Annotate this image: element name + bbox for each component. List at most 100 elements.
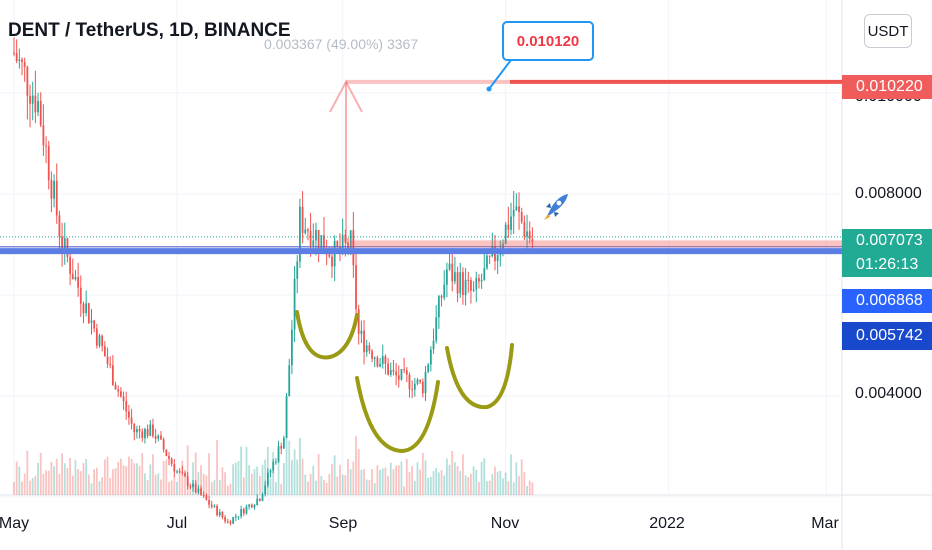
candle-body (261, 494, 264, 501)
volume-bar (328, 474, 331, 495)
candle-body (478, 278, 480, 282)
candle-body (168, 455, 170, 459)
candle-body (125, 401, 128, 412)
candle-body (392, 369, 395, 372)
candle-body (344, 234, 347, 243)
volume-bar (384, 467, 387, 495)
volume-bar (488, 480, 491, 495)
volume-bar (176, 482, 178, 495)
volume-bar (416, 462, 419, 495)
candle-body (288, 365, 291, 397)
candle-body (381, 356, 384, 364)
candle-body (277, 446, 280, 462)
volume-bar (157, 473, 160, 495)
candle-body (480, 280, 483, 282)
candle-body (363, 330, 365, 353)
candle-body (435, 317, 438, 341)
candle-body (90, 320, 93, 323)
candle-body (403, 369, 406, 371)
volume-bar (47, 470, 50, 495)
volume-bar (74, 459, 77, 495)
candle-body (31, 95, 34, 104)
volume-bar (210, 482, 213, 495)
volume-bar (282, 463, 285, 495)
volume-bar (341, 474, 344, 495)
volume-bar (29, 480, 31, 495)
right-shoulder-curve (445, 343, 514, 410)
candle-body (101, 335, 104, 347)
volume-bar (50, 461, 53, 495)
candle-body (336, 240, 339, 247)
candle-body (117, 389, 120, 392)
candle-body (448, 263, 451, 270)
candle-body (373, 357, 376, 359)
volume-bar (168, 481, 170, 495)
volume-bar (37, 462, 39, 495)
volume-bar (26, 450, 29, 495)
candle-body (192, 483, 194, 488)
candle-body (429, 349, 432, 365)
candle-body (379, 363, 381, 367)
candle-body (74, 277, 77, 280)
volume-bar (357, 449, 360, 495)
candle-body (237, 516, 240, 518)
volume-bar (451, 450, 454, 495)
volume-bar (437, 472, 440, 495)
volume-bar (130, 458, 133, 495)
volume-bar (499, 470, 502, 495)
volume-bar (224, 472, 226, 495)
candle-body (470, 280, 472, 291)
volume-bar (79, 471, 82, 495)
candle-body (154, 436, 157, 439)
volume-bar (312, 465, 315, 495)
volume-bar (494, 466, 496, 495)
candle-body (280, 446, 283, 449)
volume-bar (296, 459, 299, 495)
candle-body (152, 424, 154, 437)
price-callout[interactable]: 0.010120 (502, 21, 594, 61)
volume-bar (189, 482, 192, 495)
volume-bar (119, 458, 122, 495)
volume-bar (202, 473, 205, 495)
measure-label: 0.003367 (49.00%) 3367 (264, 36, 419, 52)
candle-body (29, 95, 31, 104)
currency-button[interactable]: USDT (864, 14, 912, 48)
candle-body (454, 272, 456, 282)
volume-bar (381, 468, 384, 495)
volume-bar (178, 470, 181, 495)
candle-body (397, 375, 400, 380)
volume-bar (432, 471, 435, 495)
rocket-icon (542, 192, 570, 227)
volume-bar (478, 482, 480, 495)
candle-body (146, 428, 149, 436)
candle-body (170, 458, 173, 464)
x-tick-label: Jul (166, 515, 188, 532)
candle-body (413, 383, 416, 390)
candle-body (526, 231, 528, 237)
y-tick-label: 0.004000 (855, 385, 922, 402)
volume-bar (45, 470, 47, 495)
candle-body (50, 180, 53, 199)
volume-bar (304, 474, 307, 495)
candle-body (312, 240, 315, 246)
volume-bar (103, 459, 106, 495)
x-tick-label: 2022 (649, 515, 685, 532)
candle-body (47, 146, 50, 181)
x-tick-label: May (0, 515, 30, 532)
candle-body (293, 278, 296, 330)
candle-body (274, 461, 277, 463)
volume-bar (66, 468, 69, 495)
chart-title: DENT / TetherUS, 1D, BINANCE (8, 20, 291, 41)
candle-body (424, 371, 427, 394)
candle-body (178, 471, 181, 473)
target-price-label: 0.010220 (842, 75, 932, 99)
x-tick-label: Nov (490, 515, 520, 532)
volume-bar (528, 480, 531, 495)
volume-bar (411, 466, 414, 495)
volume-bar (194, 452, 197, 495)
volume-bar (419, 469, 422, 495)
candle-body (210, 504, 213, 507)
volume-bar (170, 480, 173, 495)
candle-body (368, 345, 371, 351)
